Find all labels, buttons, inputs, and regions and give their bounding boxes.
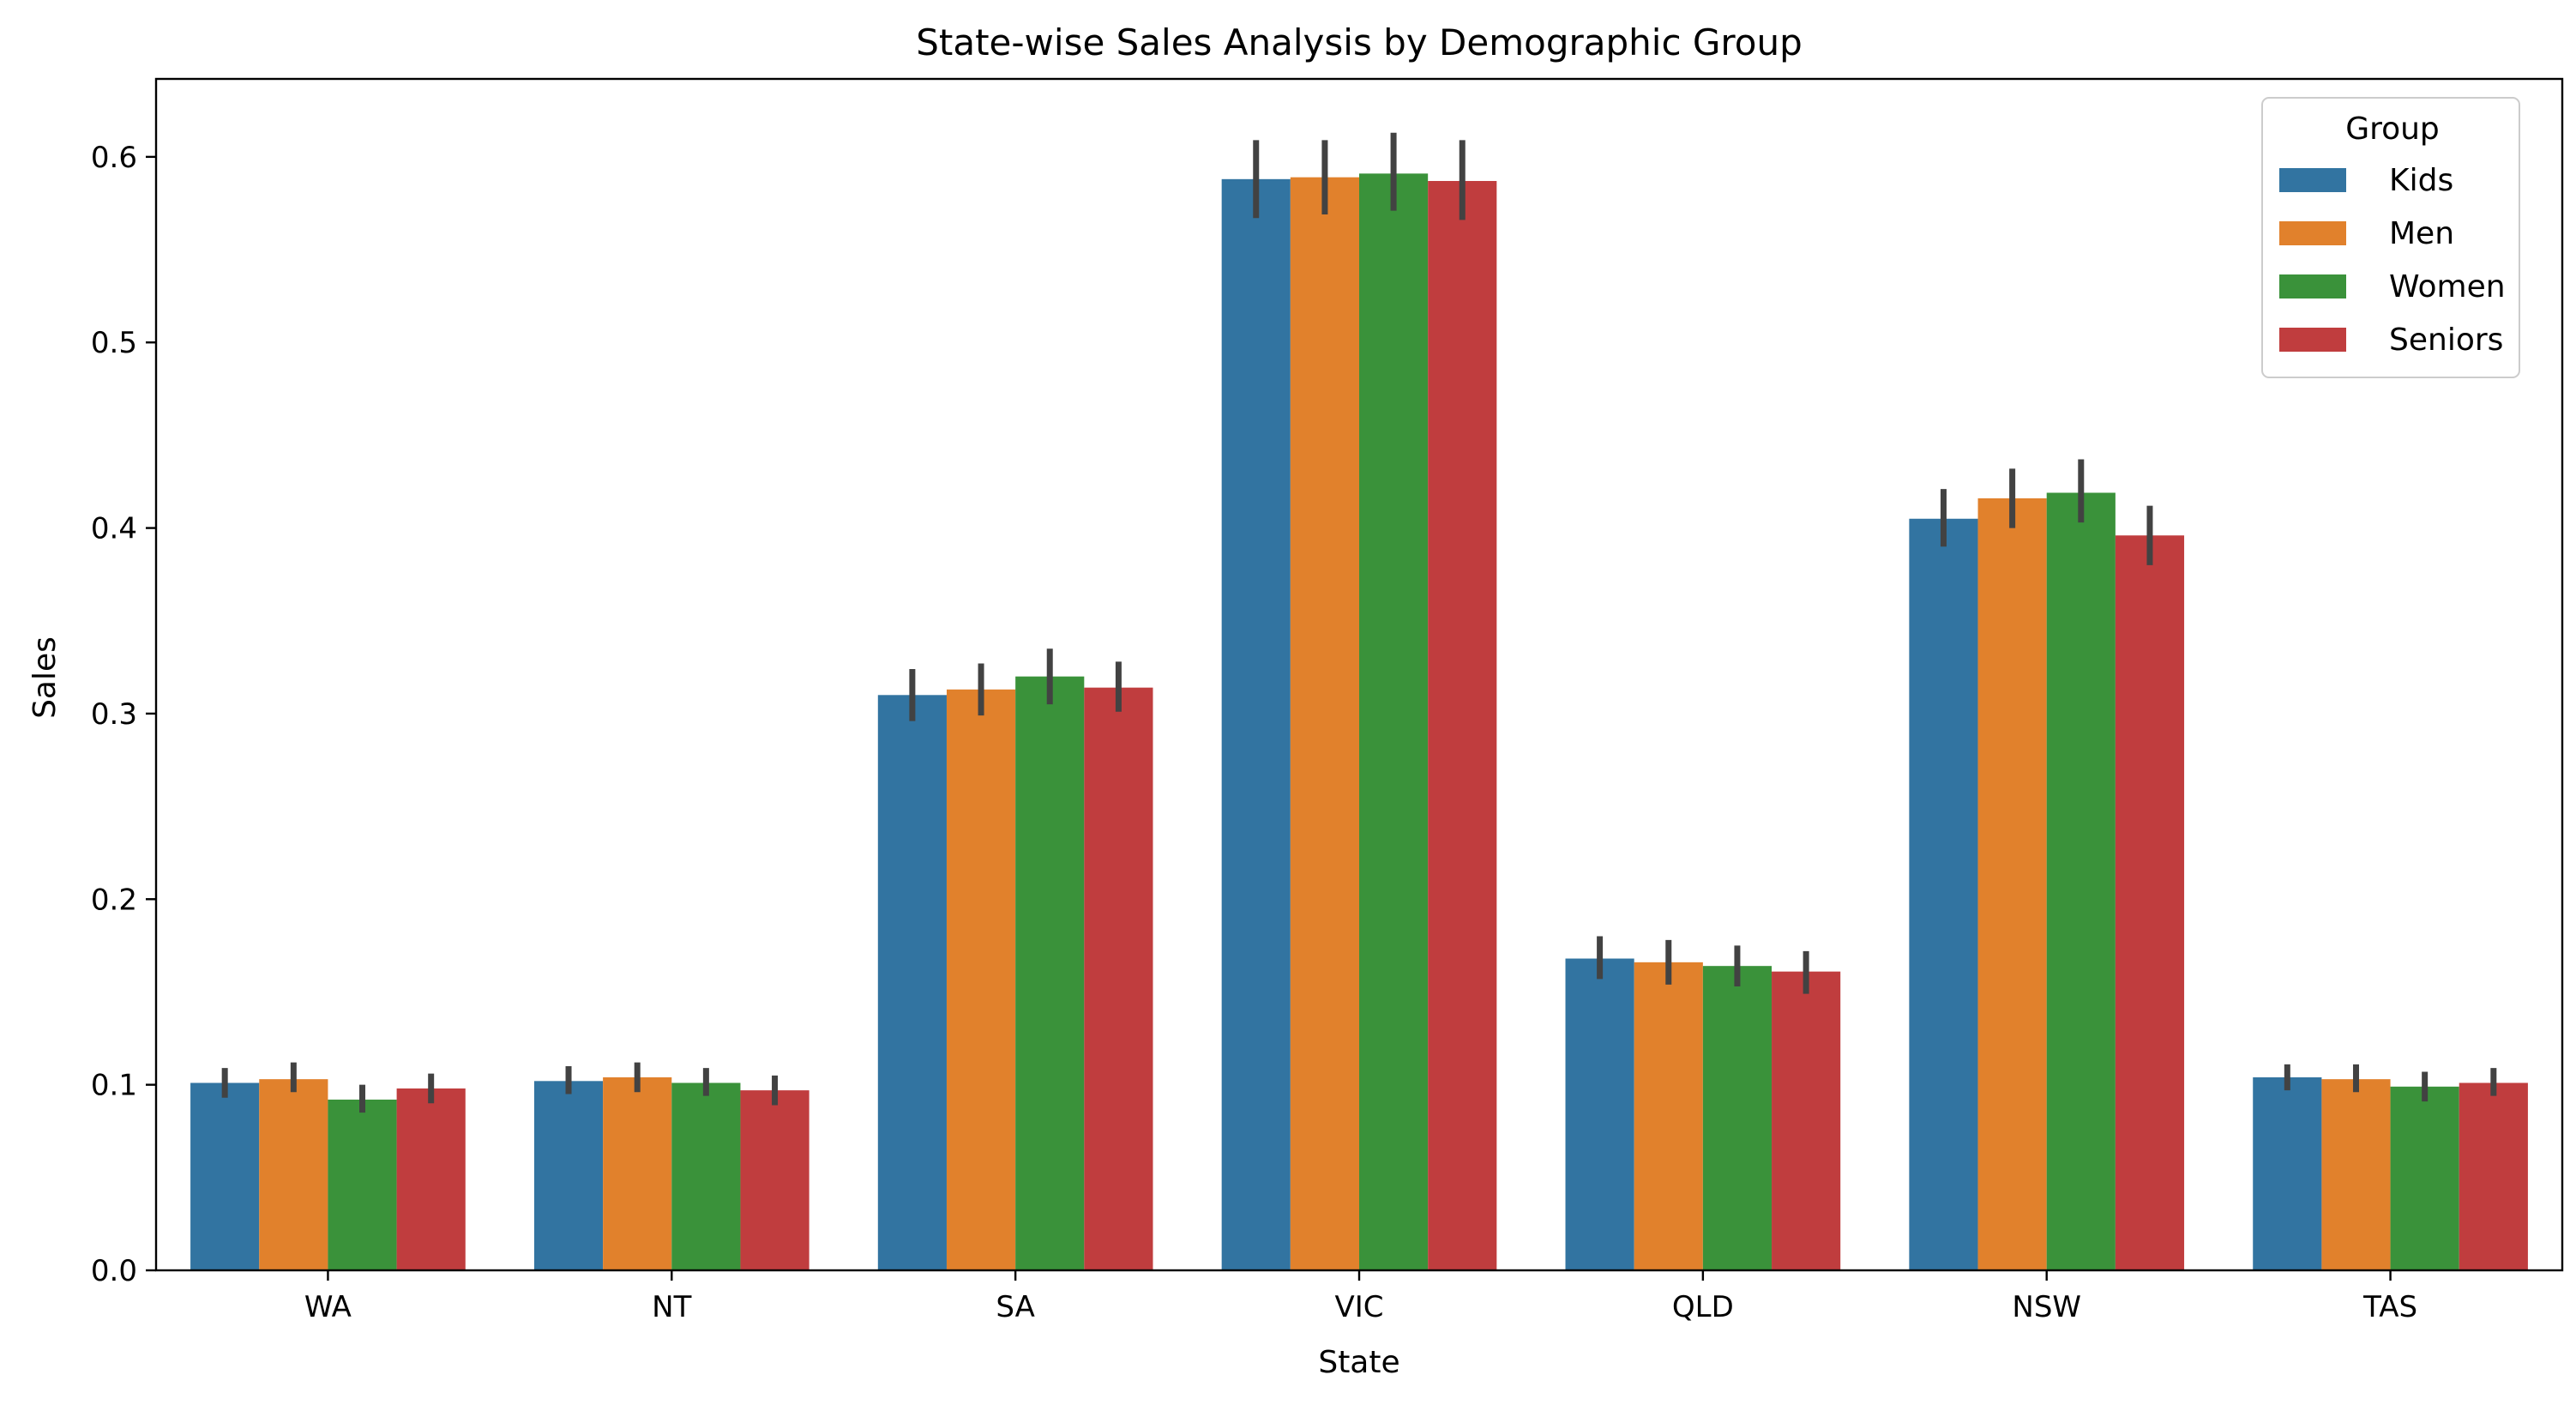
legend-frame bbox=[2261, 97, 2520, 378]
x-tick-label: WA bbox=[304, 1290, 352, 1324]
legend-label: Men bbox=[2389, 216, 2454, 251]
bar bbox=[1221, 178, 1291, 1270]
bar bbox=[2321, 1079, 2391, 1270]
legend-swatch bbox=[2279, 168, 2346, 192]
y-tick-label: 0.6 bbox=[91, 141, 137, 175]
bar bbox=[1772, 971, 1841, 1270]
legend-items: Kids Men Women Seniors bbox=[2279, 163, 2506, 358]
bar bbox=[1359, 173, 1429, 1271]
bar bbox=[877, 695, 947, 1270]
bar bbox=[1702, 966, 1773, 1270]
y-tick-label: 0.1 bbox=[91, 1069, 137, 1103]
bar bbox=[1977, 497, 2047, 1270]
bars-layer bbox=[190, 173, 2528, 1271]
bar bbox=[2390, 1086, 2459, 1270]
bar bbox=[1909, 518, 1978, 1270]
x-axis-label: State bbox=[1318, 1345, 1399, 1380]
bar bbox=[1428, 180, 1497, 1270]
error-bars-layer bbox=[221, 132, 2497, 1113]
bar bbox=[190, 1082, 260, 1270]
x-tick-label: VIC bbox=[1334, 1290, 1383, 1324]
bar bbox=[740, 1090, 810, 1270]
bar bbox=[396, 1088, 466, 1270]
chart-title: State-wise Sales Analysis by Demographic… bbox=[916, 21, 1803, 63]
x-tick-label: NSW bbox=[2012, 1290, 2081, 1324]
x-tick-label: TAS bbox=[2362, 1290, 2417, 1324]
bar bbox=[533, 1081, 604, 1270]
legend-label: Seniors bbox=[2389, 323, 2503, 358]
bar bbox=[1290, 177, 1359, 1271]
legend-swatch bbox=[2279, 274, 2346, 298]
bar bbox=[671, 1082, 741, 1270]
bar bbox=[2459, 1082, 2528, 1270]
x-tick-label: NT bbox=[652, 1290, 691, 1324]
legend-label: Women bbox=[2389, 269, 2506, 305]
bar bbox=[2115, 535, 2185, 1270]
y-tick-label: 0.3 bbox=[91, 697, 137, 732]
bar bbox=[2253, 1076, 2322, 1270]
legend-title: Group bbox=[2345, 112, 2440, 147]
bar bbox=[603, 1076, 672, 1270]
bar bbox=[1634, 962, 1703, 1270]
x-tick-label: SA bbox=[996, 1290, 1034, 1324]
x-axis: WA NT SA VIC QLD NSW TAS bbox=[304, 1270, 2417, 1324]
x-tick-label: QLD bbox=[1672, 1290, 1734, 1324]
bar bbox=[328, 1099, 397, 1270]
y-tick-label: 0.0 bbox=[91, 1254, 137, 1288]
y-axis: 0.0 0.1 0.2 0.3 0.4 0.5 0.6 bbox=[91, 141, 156, 1288]
y-tick-label: 0.5 bbox=[91, 326, 137, 360]
bar bbox=[259, 1079, 328, 1270]
legend-swatch bbox=[2279, 328, 2346, 352]
legend-swatch bbox=[2279, 221, 2346, 245]
legend-label: Kids bbox=[2389, 163, 2453, 198]
bar bbox=[1565, 958, 1634, 1270]
bar bbox=[946, 689, 1016, 1270]
legend: Group Kids Men Women Seniors bbox=[2261, 97, 2520, 378]
bar bbox=[2046, 492, 2116, 1270]
y-tick-label: 0.2 bbox=[91, 883, 137, 917]
y-axis-label: Sales bbox=[27, 636, 63, 719]
bar bbox=[1015, 676, 1085, 1270]
y-tick-label: 0.4 bbox=[91, 512, 137, 546]
bar bbox=[1084, 687, 1153, 1270]
plot-frame bbox=[154, 77, 2564, 1272]
